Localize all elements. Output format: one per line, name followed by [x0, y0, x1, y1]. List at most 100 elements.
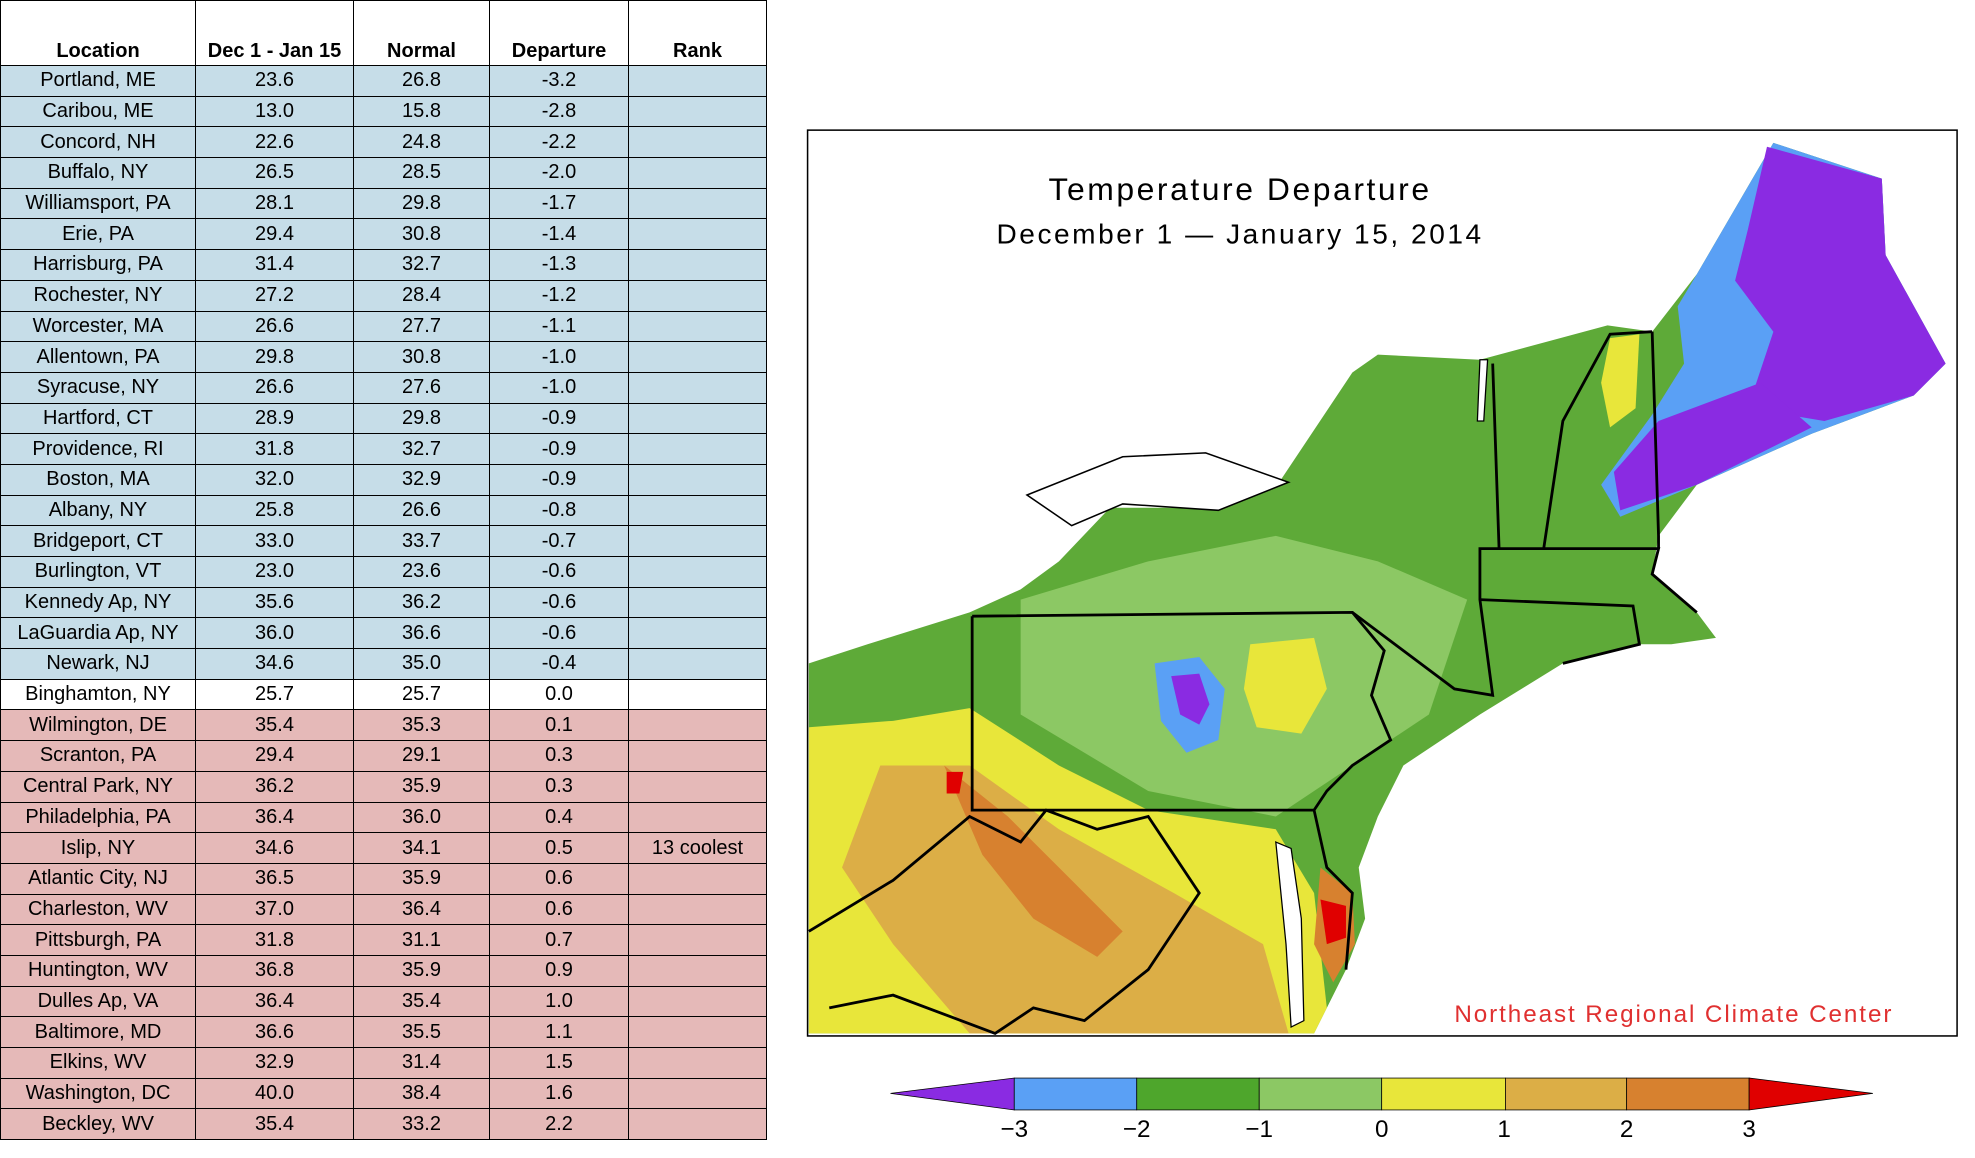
location-cell: Islip, NY: [0, 832, 196, 864]
legend-label: −1: [1245, 1116, 1273, 1143]
data-table: Location Dec 1 - Jan 15 Normal Departure…: [0, 0, 767, 1141]
period-cell: 26.6: [195, 371, 354, 404]
normal-cell: 30.8: [353, 341, 490, 373]
departure-cell: 0.3: [489, 770, 629, 803]
departure-cell: -3.2: [489, 65, 629, 97]
normal-cell: 36.4: [353, 893, 490, 926]
departure-cell: 0.4: [489, 801, 629, 834]
period-cell: 37.0: [195, 893, 354, 926]
location-cell: Albany, NY: [0, 494, 196, 527]
state-border: [1312, 809, 1354, 970]
region-red: [1320, 899, 1346, 945]
table-row: Newark, NJ 34.6 35.0 -0.4: [0, 648, 767, 680]
departure-cell: -0.9: [489, 433, 629, 465]
rank-cell: [628, 801, 767, 834]
color-bar-segment: [890, 1077, 1015, 1111]
rank-cell: [628, 1047, 767, 1079]
normal-cell: 26.8: [353, 65, 490, 97]
location-cell: Worcester, MA: [0, 310, 196, 343]
period-cell: 36.4: [195, 801, 354, 834]
rank-cell: [628, 525, 767, 557]
departure-cell: 0.9: [489, 954, 629, 987]
rank-cell: [628, 648, 767, 680]
table-row: Concord, NH 22.6 24.8 -2.2: [0, 126, 767, 159]
normal-cell: 35.5: [353, 1016, 490, 1048]
departure-cell: -0.7: [489, 525, 629, 557]
location-cell: Kennedy Ap, NY: [0, 586, 196, 619]
location-cell: Hartford, CT: [0, 402, 196, 435]
rank-cell: [628, 954, 767, 987]
state-border: [1542, 330, 1653, 549]
period-cell: 25.7: [195, 678, 354, 711]
color-bar-segment: [1258, 1077, 1383, 1111]
region-purple-pa-core: [1171, 673, 1210, 725]
rank-cell: [628, 218, 767, 251]
legend-label: 0: [1375, 1116, 1388, 1143]
normal-cell: 27.6: [353, 371, 490, 404]
color-bar-segment: [1381, 1077, 1506, 1111]
rank-cell: [628, 371, 767, 404]
table-row: Allentown, PA 29.8 30.8 -1.0: [0, 341, 767, 373]
departure-cell: -0.9: [489, 402, 629, 435]
location-cell: Allentown, PA: [0, 341, 196, 373]
period-cell: 36.0: [195, 617, 354, 650]
departure-cell: 2.2: [489, 1108, 629, 1141]
location-cell: LaGuardia Ap, NY: [0, 617, 196, 650]
rank-cell: [628, 1016, 767, 1048]
table-row: Binghamton, NY 25.7 25.7 0.0: [0, 678, 767, 711]
location-cell: Binghamton, NY: [0, 678, 196, 711]
location-cell: Scranton, PA: [0, 740, 196, 772]
location-cell: Atlantic City, NJ: [0, 862, 196, 895]
normal-cell: 31.1: [353, 924, 490, 956]
table-row: Beckley, WV 35.4 33.2 2.2: [0, 1108, 767, 1141]
period-cell: 36.2: [195, 770, 354, 803]
rank-cell: [628, 310, 767, 343]
location-cell: Huntington, WV: [0, 954, 196, 987]
departure-cell: -2.8: [489, 95, 629, 128]
table-row: Huntington, WV 36.8 35.9 0.9: [0, 954, 767, 987]
departure-cell: -1.3: [489, 249, 629, 281]
period-cell: 13.0: [195, 95, 354, 128]
rank-cell: [628, 249, 767, 281]
location-cell: Providence, RI: [0, 433, 196, 465]
departure-cell: -0.9: [489, 463, 629, 496]
rank-cell: [628, 770, 767, 803]
chesapeake: [1275, 841, 1305, 1029]
table-row: Burlington, VT 23.0 23.6 -0.6: [0, 556, 767, 588]
table-row: LaGuardia Ap, NY 36.0 36.6 -0.6: [0, 617, 767, 650]
lake-ontario: [1025, 452, 1291, 527]
color-bar-segment: [1136, 1077, 1260, 1111]
departure-cell: -0.6: [489, 586, 629, 619]
departure-cell: -1.1: [489, 310, 629, 343]
normal-cell: 25.7: [353, 678, 490, 711]
departure-cell: 0.1: [489, 709, 629, 742]
rank-cell: [628, 985, 767, 1018]
normal-cell: 32.7: [353, 433, 490, 465]
location-cell: Philadelphia, PA: [0, 801, 196, 834]
normal-cell: 34.1: [353, 832, 490, 864]
normal-cell: 27.7: [353, 310, 490, 343]
region-yellow-pa: [1243, 637, 1327, 734]
normal-cell: 28.5: [353, 157, 490, 189]
period-cell: 23.6: [195, 65, 354, 97]
normal-cell: 32.9: [353, 463, 490, 496]
table-row: Worcester, MA 26.6 27.7 -1.1: [0, 310, 767, 343]
color-bar-segment: [1013, 1077, 1138, 1111]
departure-cell: -0.8: [489, 494, 629, 527]
normal-cell: 29.8: [353, 402, 490, 435]
rank-cell: [628, 862, 767, 895]
location-cell: Williamsport, PA: [0, 187, 196, 220]
period-cell: 35.4: [195, 709, 354, 742]
table-row: Kennedy Ap, NY 35.6 36.2 -0.6: [0, 586, 767, 619]
rank-cell: [628, 463, 767, 496]
map-subtitle: December 1 — January 15, 2014: [997, 218, 1484, 249]
table-row: Elkins, WV 32.9 31.4 1.5: [0, 1047, 767, 1079]
location-cell: Elkins, WV: [0, 1047, 196, 1079]
table-row: Bridgeport, CT 33.0 33.7 -0.7: [0, 525, 767, 557]
legend-label: −3: [1000, 1116, 1028, 1143]
location-cell: Beckley, WV: [0, 1108, 196, 1141]
table-row: Buffalo, NY 26.5 28.5 -2.0: [0, 157, 767, 189]
table-row: Albany, NY 25.8 26.6 -0.8: [0, 494, 767, 527]
table-row: Providence, RI 31.8 32.7 -0.9: [0, 433, 767, 465]
